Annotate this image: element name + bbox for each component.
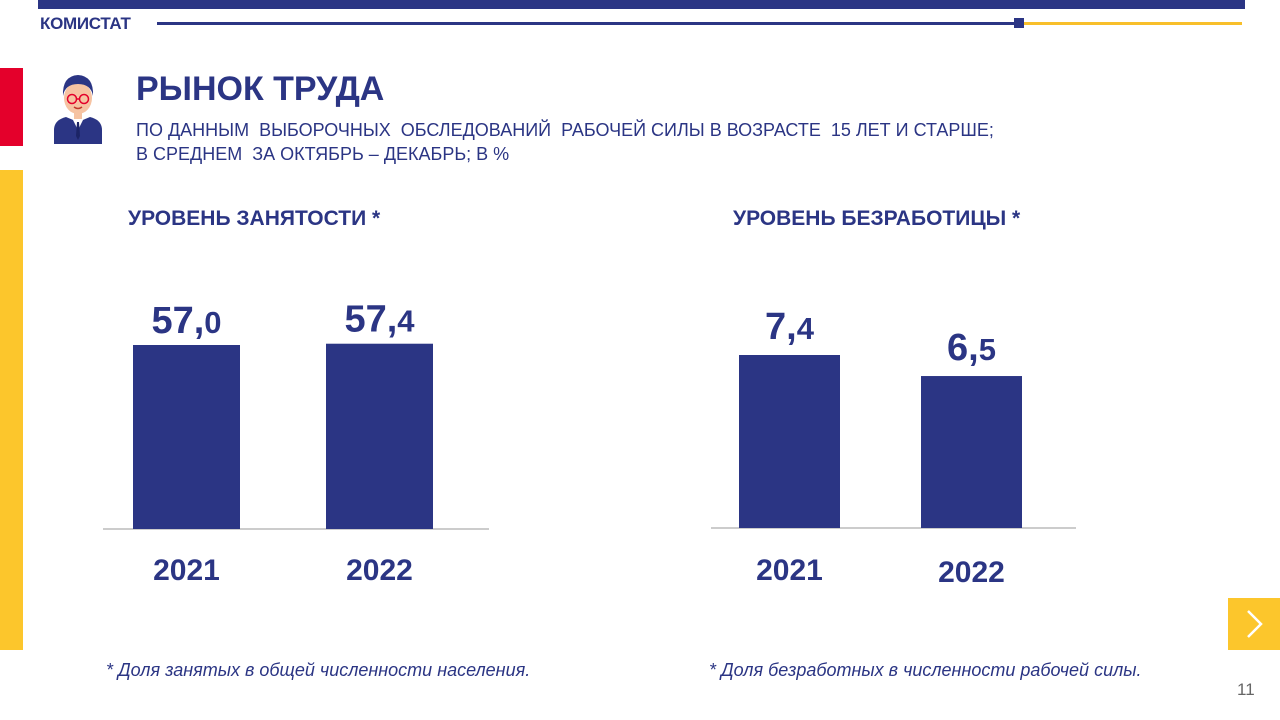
header-rule-marker	[1014, 18, 1024, 28]
employment-bar-2021	[133, 345, 240, 529]
page-title: РЫНОК ТРУДА	[136, 70, 385, 108]
employment-data-label-2021: 57,0	[151, 300, 221, 342]
employment-data-label-2022: 57,4	[344, 299, 415, 341]
employment-footnote: * Доля занятых в общей численности насел…	[106, 660, 531, 680]
unemployment-footnote: * Доля безработных в численности рабочей…	[709, 660, 1142, 680]
unemployment-data-label-2021: 7,4	[765, 306, 815, 348]
employment-tick-label-2022: 2022	[346, 554, 413, 587]
employment-tick-label-2021: 2021	[153, 554, 220, 587]
page-subtitle: ПО ДАННЫМ ВЫБОРОЧНЫХ ОБСЛЕДОВАНИЙ РАБОЧЕ…	[136, 118, 994, 166]
top-bar	[38, 0, 1245, 9]
page-number: 11	[1237, 680, 1255, 699]
chevron-right-icon	[1247, 610, 1263, 638]
brand-logo-text: КОМИСТАТ	[40, 14, 131, 33]
unemployment-tick-label-2022: 2022	[938, 556, 1005, 589]
side-accent-yellow	[0, 170, 23, 650]
next-slide-button[interactable]	[1228, 598, 1280, 650]
unemployment-bar-2021	[739, 355, 840, 528]
employment-chart-title: УРОВЕНЬ ЗАНЯТОСТИ *	[128, 207, 381, 230]
header-rule-blue	[157, 22, 1015, 25]
unemployment-tick-label-2021: 2021	[756, 554, 823, 587]
person-icon	[54, 75, 102, 144]
unemployment-data-label-2022: 6,5	[947, 327, 996, 369]
side-accent-red	[0, 68, 23, 146]
unemployment-bar-2022	[921, 376, 1022, 528]
unemployment-chart-title: УРОВЕНЬ БЕЗРАБОТИЦЫ *	[733, 207, 1021, 230]
header-rule-yellow	[1024, 22, 1242, 25]
employment-bar-2022	[326, 343, 433, 529]
subtitle-line-2: В СРЕДНЕМ ЗА ОКТЯБРЬ – ДЕКАБРЬ; В %	[136, 144, 510, 164]
subtitle-line-1: ПО ДАННЫМ ВЫБОРОЧНЫХ ОБСЛЕДОВАНИЙ РАБОЧЕ…	[136, 120, 994, 140]
